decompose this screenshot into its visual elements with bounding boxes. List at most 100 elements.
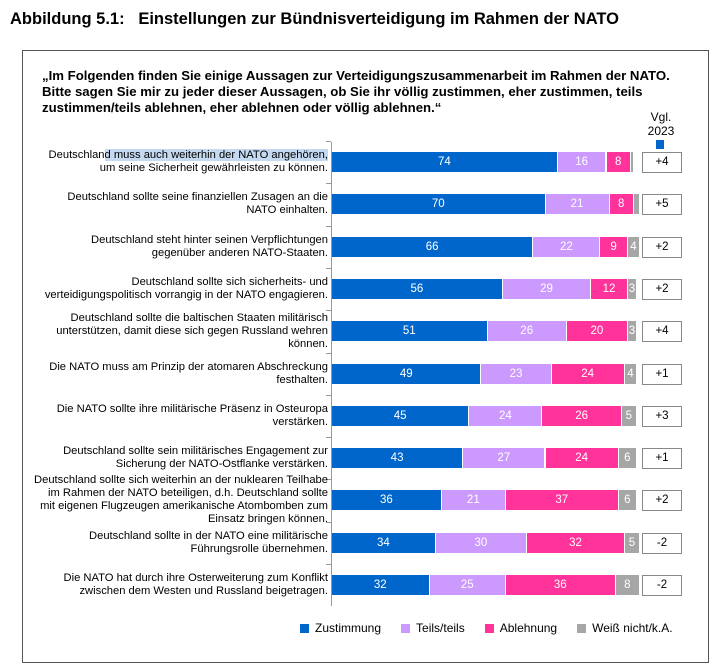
- comparison-2023-value: +2: [642, 236, 682, 258]
- category-label: Deutschland sollte sein militärisches En…: [28, 445, 328, 471]
- comparison-2023-value: +1: [642, 363, 682, 385]
- category-label-line: Sicherung der NATO-Ostflanke verstärken.: [115, 458, 328, 471]
- bar-segment-wei-nicht-k-a-: 4: [627, 236, 641, 257]
- legend-label: Teils/teils: [416, 621, 465, 635]
- bar-segment-teils-teils: 21: [441, 490, 506, 511]
- comparison-2023-value: -2: [642, 575, 682, 596]
- axis-tick: [326, 310, 331, 312]
- legend-swatch: [401, 623, 411, 633]
- category-label-line: Deutschland sollte sich weiterhin an der…: [34, 474, 328, 487]
- bar-segment-teils-teils: 24: [469, 405, 543, 426]
- bar-segment-wei-nicht-k-a-: 6: [618, 490, 637, 511]
- category-label: Deutschland sollte seine finanziellen Zu…: [28, 191, 328, 217]
- comparison-marker: [656, 140, 664, 149]
- category-label-line: Deutschland sollte in der NATO eine mili…: [89, 529, 328, 542]
- axis-tick: [326, 521, 331, 523]
- bar-segment-ablehnung: 8: [609, 194, 634, 215]
- bar-segment-wei-nicht-k-a-: 3: [627, 321, 637, 342]
- comparison-2023-value: +2: [642, 278, 682, 300]
- category-label-line: verteidigungspolitisch vorrangig in der …: [44, 288, 328, 301]
- bar-segment-ablehnung: 12: [591, 278, 628, 299]
- category-label-line: verstärken.: [272, 415, 328, 428]
- bar-segment-teils-teils: 27: [463, 448, 546, 469]
- legend-swatch: [577, 623, 587, 633]
- comparison-2023-value: +3: [642, 405, 682, 427]
- category-label-line: Führungsrolle übernehmen.: [190, 542, 328, 555]
- bar-segment-ablehnung: 32: [527, 532, 625, 553]
- category-label-line: festhalten.: [276, 373, 328, 386]
- axis-tick: [326, 437, 331, 439]
- bar-segment-teils-teils: 25: [429, 575, 506, 595]
- chart-frame: [22, 50, 709, 663]
- bar-segment-wei-nicht-k-a-: 5: [621, 405, 637, 426]
- category-label-line: Die NATO hat durch ihre Osterweiterung z…: [63, 572, 328, 584]
- bar-segment-ablehnung: 9: [600, 236, 628, 257]
- category-label-line: Deutschland steht hinter seinen Verpflic…: [91, 233, 328, 246]
- category-label-line: Deutschland sollte sein militärisches En…: [63, 445, 328, 458]
- bar-segment-zustimmung: 56: [332, 278, 503, 299]
- bar-segment-wei-nicht-k-a-: 8: [615, 575, 641, 595]
- bar-segment-zustimmung: 51: [332, 321, 488, 342]
- bar-segment-zustimmung: 36: [332, 490, 442, 511]
- bar-segment-teils-teils: 22: [533, 236, 601, 257]
- bar-segment-wei-nicht-k-a-: 4: [624, 363, 637, 384]
- bar-segment-teils-teils: 23: [481, 363, 552, 384]
- bar-segment-teils-teils: 30: [435, 532, 528, 553]
- category-label-line: Deutschland sollte sich sicherheits- und: [131, 275, 328, 288]
- bar-segment-wei-nicht-k-a-: 3: [627, 278, 637, 299]
- comparison-2023-value: +1: [642, 448, 682, 470]
- bar-segment-teils-teils: 21: [545, 194, 610, 215]
- category-label-line: Die NATO sollte ihre militärische Präsen…: [56, 402, 328, 415]
- bar-segment-teils-teils: 29: [502, 278, 592, 299]
- category-label-line: um seine Sicherheit gewährleisten zu kön…: [99, 162, 328, 174]
- bar-segment-ablehnung: 37: [505, 490, 619, 511]
- legend-item: Teils/teils: [401, 621, 465, 635]
- survey-question: „Im Folgenden finden Sie einige Aussagen…: [42, 68, 670, 115]
- bar-segment-zustimmung: 32: [332, 575, 430, 595]
- comparison-2023-value: +2: [642, 490, 682, 512]
- category-label-line: unterstützen, damit diese sich gegen Rus…: [56, 324, 328, 337]
- category-axis: [331, 142, 332, 606]
- category-label-line: zwischen dem Westen und Russland beigetr…: [79, 585, 328, 597]
- category-label: Deutschland sollte in der NATO eine mili…: [28, 530, 328, 556]
- bar-segment-zustimmung: 74: [332, 152, 558, 172]
- bar-segment-ablehnung: 36: [505, 575, 616, 595]
- figure-title: Abbildung 5.1: Einstellungen zur Bündnis…: [10, 10, 620, 28]
- legend-item: Ablehnung: [484, 621, 557, 635]
- bar-segment-zustimmung: 43: [332, 448, 464, 469]
- category-label: Deutschland steht hinter seinen Verpflic…: [28, 234, 328, 260]
- comparison-header: Vgl. 2023: [636, 110, 686, 138]
- axis-tick: [326, 564, 331, 565]
- bar-segment-wei-nicht-k-a-: 5: [624, 532, 641, 553]
- bar-segment-zustimmung: 70: [332, 194, 546, 215]
- legend-swatch: [484, 623, 494, 633]
- category-label: Deutschland muss auch weiterhin der NATO…: [28, 149, 328, 175]
- category-label-line: Die NATO muss am Prinzip der atomaren Ab…: [49, 360, 328, 373]
- axis-tick: [326, 141, 331, 142]
- bar-segment-ablehnung: 24: [545, 448, 619, 469]
- bar-segment-zustimmung: 34: [332, 532, 436, 553]
- category-label: Deutschland sollte sich sicherheits- und…: [28, 276, 328, 302]
- category-label-line: Deutschland muss auch weiterhin der NATO…: [48, 149, 328, 161]
- bar-segment-ablehnung: 24: [551, 363, 625, 384]
- comparison-header-line1: Vgl.: [650, 110, 672, 124]
- comparison-2023-value: +4: [642, 152, 682, 173]
- bar-segment-wei-nicht-k-a-: [630, 152, 634, 172]
- category-label: Deutschland sollte die baltischen Staate…: [28, 312, 328, 351]
- legend-label: Zustimmung: [315, 621, 382, 635]
- legend-item: Weiß nicht/k.A.: [577, 621, 673, 635]
- bar-segment-ablehnung: 20: [566, 321, 628, 342]
- axis-tick: [326, 352, 331, 354]
- category-label-line: gegenüber anderen NATO-Staaten.: [151, 246, 328, 259]
- comparison-header-line2: 2023: [647, 124, 675, 138]
- legend: Zustimmung Teils/teils Ablehnung Weiß nicht…: [300, 621, 693, 635]
- category-label-line: können.: [288, 337, 328, 350]
- legend-item: Zustimmung: [300, 621, 381, 635]
- axis-tick: [326, 225, 331, 227]
- axis-tick: [326, 394, 331, 396]
- axis-tick: [326, 183, 331, 185]
- bar-segment-ablehnung: 8: [606, 152, 631, 172]
- category-label-line: NATO einhalten.: [246, 204, 328, 217]
- bar-segment-ablehnung: 26: [542, 405, 622, 426]
- category-label-line: mit eigenen Flugzeugen amerikanische Ato…: [40, 500, 328, 513]
